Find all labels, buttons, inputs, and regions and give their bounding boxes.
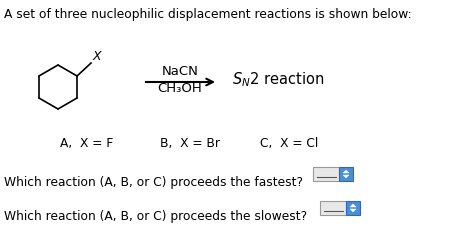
FancyBboxPatch shape [339, 167, 353, 181]
Text: B,  X = Br: B, X = Br [160, 136, 220, 149]
Polygon shape [350, 209, 356, 212]
FancyBboxPatch shape [313, 167, 339, 181]
Text: A,  X = F: A, X = F [60, 136, 113, 149]
Polygon shape [350, 204, 356, 207]
Text: Which reaction (A, B, or C) proceeds the slowest?: Which reaction (A, B, or C) proceeds the… [4, 209, 307, 222]
Text: A set of three nucleophilic displacement reactions is shown below:: A set of three nucleophilic displacement… [4, 8, 412, 21]
Polygon shape [343, 175, 349, 178]
Text: C,  X = Cl: C, X = Cl [260, 136, 318, 149]
Text: $S_{N}$2 reaction: $S_{N}$2 reaction [232, 70, 324, 89]
FancyBboxPatch shape [346, 201, 360, 215]
Polygon shape [343, 170, 349, 173]
Text: NaCN: NaCN [162, 64, 198, 77]
Text: X: X [92, 50, 101, 63]
Text: Which reaction (A, B, or C) proceeds the fastest?: Which reaction (A, B, or C) proceeds the… [4, 175, 303, 188]
Text: CH₃OH: CH₃OH [158, 81, 203, 94]
FancyBboxPatch shape [320, 201, 346, 215]
